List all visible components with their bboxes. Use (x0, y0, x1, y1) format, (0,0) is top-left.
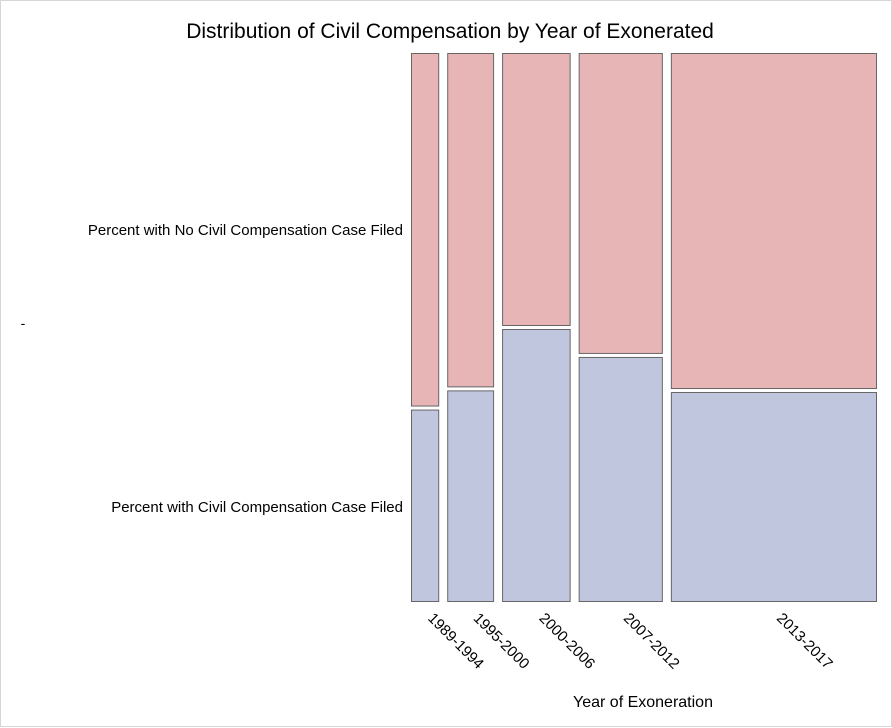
y-category-label-no-civil-compensation: Percent with No Civil Compensation Case … (88, 222, 403, 239)
x-tick-label-2007-2012: 2007-2012 (620, 610, 683, 673)
tile-no-case-2000-2006 (502, 53, 571, 326)
tile-no-case-2013-2017 (670, 53, 877, 390)
y-axis-title: - (21, 315, 26, 331)
tile-case-filed-1989-1994 (411, 409, 440, 602)
tile-no-case-1995-2000 (447, 53, 495, 388)
tile-case-filed-2000-2006 (502, 329, 571, 602)
x-tick-label-2000-2006: 2000-2006 (536, 610, 599, 673)
tile-case-filed-2007-2012 (578, 356, 663, 602)
tile-case-filed-1995-2000 (447, 390, 495, 602)
chart-title: Distribution of Civil Compensation by Ye… (186, 20, 714, 43)
tile-no-case-2007-2012 (578, 53, 663, 354)
y-category-label-civil-compensation: Percent with Civil Compensation Case Fil… (111, 499, 403, 516)
x-axis-title: Year of Exoneration (573, 694, 713, 711)
tile-case-filed-2013-2017 (670, 392, 877, 602)
x-tick-label-2013-2017: 2013-2017 (773, 610, 836, 673)
tile-no-case-1989-1994 (411, 53, 440, 407)
